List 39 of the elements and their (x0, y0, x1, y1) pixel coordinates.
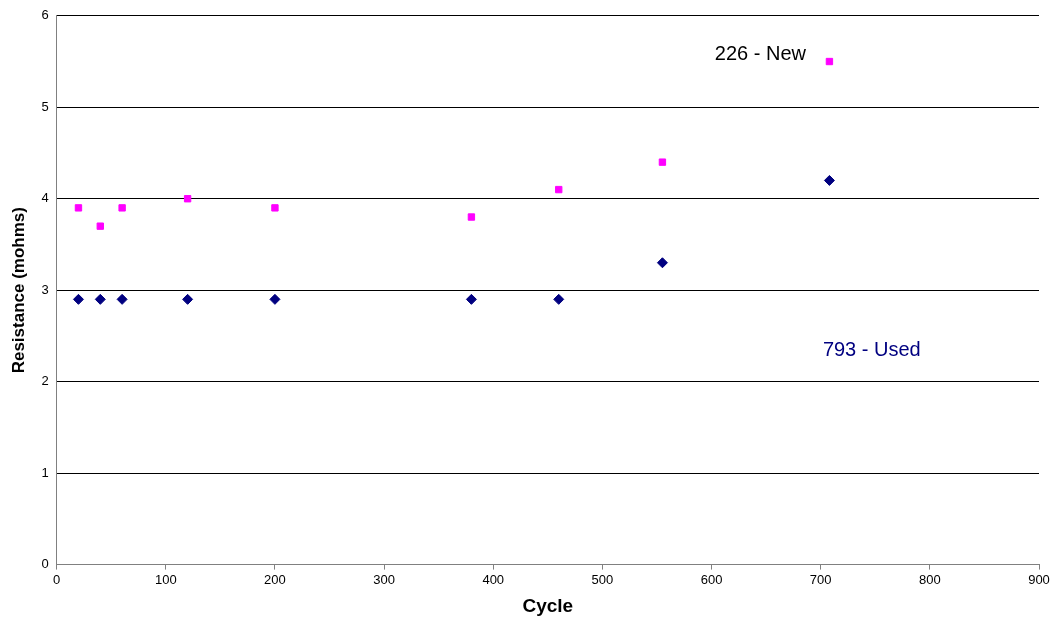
point (116, 293, 128, 305)
point (465, 293, 477, 305)
x-tick-label: 0 (53, 571, 61, 587)
point (269, 293, 281, 305)
x-tick-label: 400 (482, 571, 505, 587)
y-tick-label: 4 (41, 190, 49, 206)
y-axis-title: Resistance (mohms) (8, 207, 28, 374)
series-label: 226 - New (714, 41, 807, 64)
point (96, 222, 104, 230)
point (72, 293, 84, 305)
point (182, 293, 194, 305)
point (658, 158, 667, 166)
y-tick-label: 0 (41, 556, 49, 572)
point (553, 293, 565, 305)
point (271, 204, 279, 212)
x-tick-label: 200 (264, 571, 286, 587)
x-tick-label: 600 (700, 571, 723, 587)
x-tick-label: 700 (809, 571, 832, 587)
text: 793 - Used (822, 338, 921, 361)
point (183, 195, 192, 203)
point (74, 204, 83, 212)
y-tick-label: 2 (41, 373, 49, 389)
y-tick-label: 5 (41, 98, 49, 114)
point (823, 174, 835, 186)
point (656, 257, 668, 269)
point (94, 293, 106, 305)
y-tick-label: 1 (41, 464, 49, 480)
point (555, 185, 563, 194)
point (118, 204, 126, 212)
y-tick-label: 3 (41, 281, 49, 297)
x-tick-label: 500 (591, 571, 614, 587)
x-tick-label: 900 (1028, 571, 1050, 587)
x-tick-label: 100 (154, 571, 177, 587)
point (825, 57, 834, 66)
point (467, 213, 476, 221)
x-tick-label: 300 (373, 571, 395, 587)
x-tick-label: 800 (919, 571, 941, 587)
x-axis-title: Cycle (522, 594, 574, 616)
y-tick-label: 6 (41, 7, 49, 23)
